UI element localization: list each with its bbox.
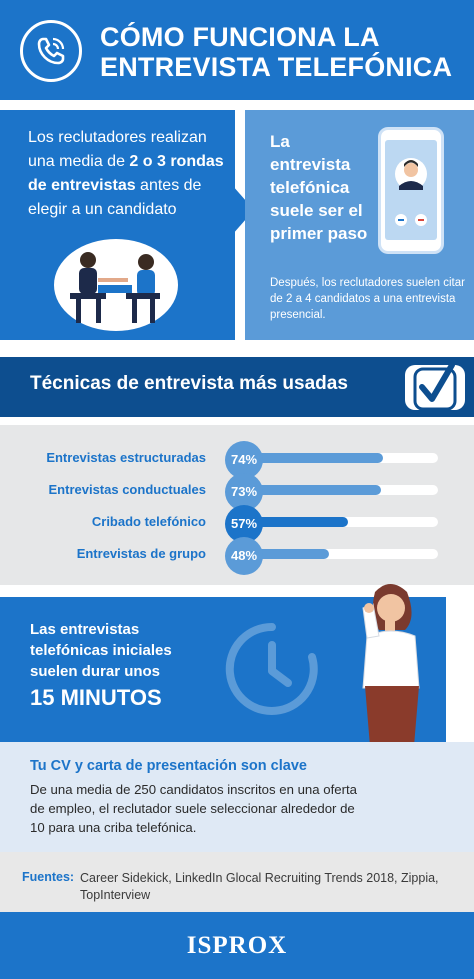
- rounds-highlight: 2 o 3 rondas de entrevistas: [28, 153, 224, 194]
- cv-title: Tu CV y carta de presentación son clave: [30, 758, 307, 774]
- duration-value: 15 MINUTOS: [30, 685, 162, 710]
- technique-track: [228, 549, 438, 559]
- first-step-panel: La entrevista telefónica suele ser el pr…: [245, 110, 474, 340]
- phone-icon: [37, 37, 65, 65]
- first-step-note: Después, los reclutadores suelen citar d…: [270, 277, 465, 321]
- title-line-1: CÓMO FUNCIONA LA: [100, 22, 380, 52]
- techniques-chart: Entrevistas estructuradas 74% Entrevista…: [0, 425, 474, 585]
- interview-illustration: [54, 239, 178, 331]
- header: CÓMO FUNCIONA LA ENTREVISTA TELEFÓNICA: [0, 0, 474, 100]
- clock-icon: [225, 622, 318, 715]
- technique-value: 48%: [225, 537, 263, 575]
- sources-text: Career Sidekick, LinkedIn Glocal Recruit…: [80, 871, 439, 902]
- technique-value: 74%: [225, 441, 263, 479]
- technique-fill: [228, 517, 348, 527]
- technique-track: [228, 517, 438, 527]
- first-step-title: La entrevista telefónica suele ser el pr…: [270, 132, 368, 243]
- phone-badge: [20, 20, 82, 82]
- technique-label: Entrevistas estructuradas: [46, 450, 206, 465]
- sources-label: Fuentes:: [22, 870, 75, 884]
- technique-track: [228, 485, 438, 495]
- technique-fill: [228, 485, 382, 495]
- mobile-screen: [385, 140, 437, 240]
- check-badge: [405, 362, 465, 411]
- check-icon: [413, 362, 457, 411]
- techniques-band: Técnicas de entrevista más usadas: [0, 357, 474, 417]
- technique-value: 57%: [225, 505, 263, 543]
- title-line-2: ENTREVISTA TELEFÓNICA: [100, 52, 453, 82]
- cv-text: De una media de 250 candidatos inscritos…: [30, 782, 357, 835]
- technique-row: Entrevistas conductuales 73%: [0, 473, 474, 511]
- technique-label: Entrevistas de grupo: [76, 546, 206, 561]
- mobile-call-illustration: [378, 127, 444, 254]
- footer: ISPROX: [0, 912, 474, 979]
- technique-fill: [228, 453, 384, 463]
- technique-fill: [228, 549, 329, 559]
- technique-label: Entrevistas conductuales: [48, 482, 207, 497]
- technique-row: Cribado telefónico 57%: [0, 505, 474, 543]
- technique-track: [228, 453, 438, 463]
- rounds-text-b: antes de elegir a un candidato: [28, 177, 202, 218]
- cv-panel: Tu CV y carta de presentación son clave …: [0, 742, 474, 852]
- page-title: CÓMO FUNCIONA LA ENTREVISTA TELEFÓNICA: [100, 22, 452, 82]
- rounds-text-a: Los reclutadores realizan una media de: [28, 129, 207, 170]
- technique-label: Cribado telefónico: [91, 514, 206, 529]
- brand-logo: ISPROX: [186, 932, 288, 959]
- duration-text: Las entrevistas telefónicas iniciales su…: [30, 621, 172, 680]
- technique-row: Entrevistas de grupo 48%: [0, 537, 474, 575]
- technique-row: Entrevistas estructuradas 74%: [0, 441, 474, 479]
- sources-panel: Fuentes: Career Sidekick, LinkedIn Gloca…: [0, 852, 474, 912]
- rounds-panel: Los reclutadores realizan una media de 2…: [0, 110, 235, 340]
- technique-value: 73%: [225, 473, 263, 511]
- rounds-text: Los reclutadores realizan una media de 2…: [28, 126, 228, 222]
- techniques-title: Técnicas de entrevista más usadas: [30, 373, 348, 394]
